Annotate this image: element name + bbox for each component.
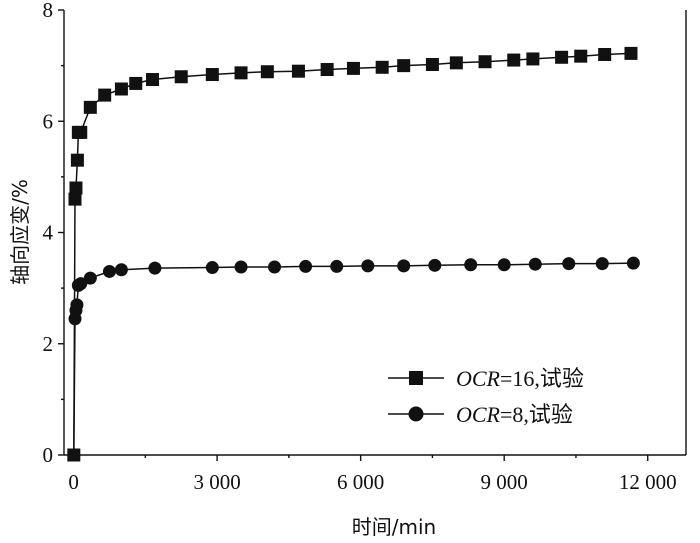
square-point: [68, 192, 82, 206]
y-tick-label: 4: [43, 221, 54, 245]
square-point: [526, 52, 540, 66]
circle-point: [268, 260, 282, 274]
y-tick-label: 6: [43, 109, 54, 133]
square-point: [74, 125, 88, 139]
y-tick-label: 0: [43, 443, 54, 467]
y-axis-title: 轴向应变/%: [8, 179, 32, 285]
square-point: [205, 68, 219, 82]
square-point: [320, 63, 334, 77]
series-line-0: [73, 52, 632, 456]
legend-square-marker: [409, 371, 423, 385]
legend: OCR=16,试验 OCR=8,试验: [388, 366, 584, 427]
square-point: [260, 65, 274, 79]
circle-point: [114, 263, 128, 277]
circle-point: [148, 261, 162, 275]
square-point: [397, 59, 411, 73]
legend-label-ocr16: OCR=16,试验: [456, 366, 584, 391]
square-point: [574, 49, 588, 63]
square-point: [449, 56, 463, 70]
circle-point: [497, 258, 511, 272]
circle-point: [397, 259, 411, 273]
y-tick-label: 8: [43, 0, 54, 22]
x-tick-label: 3 000: [193, 470, 240, 494]
square-point: [507, 53, 521, 67]
circle-point: [205, 261, 219, 275]
square-point: [70, 153, 84, 167]
square-point: [98, 88, 112, 102]
circle-point: [74, 277, 88, 291]
x-tick-label: 12 000: [619, 470, 677, 494]
circle-point: [595, 257, 609, 271]
square-point: [291, 64, 305, 78]
circle-point: [528, 257, 542, 271]
square-point: [375, 60, 389, 74]
circle-point: [428, 258, 442, 272]
square-point: [598, 48, 612, 61]
square-point: [174, 70, 188, 84]
circle-point: [361, 259, 375, 273]
square-point: [234, 66, 248, 80]
series-layer: [67, 46, 640, 462]
x-tick-label: 0: [68, 470, 79, 494]
square-point: [69, 181, 83, 195]
circle-point: [67, 448, 81, 462]
square-point: [129, 76, 143, 90]
square-point: [83, 100, 97, 114]
axes: 0 2 4 6 8 0 3 000 6 000 9 000 12 000: [43, 0, 687, 494]
circle-point: [102, 264, 116, 278]
circle-point: [70, 298, 84, 312]
square-point: [478, 55, 492, 69]
square-point: [624, 46, 638, 60]
x-tick-label: 6 000: [337, 470, 384, 494]
legend-circle-marker: [408, 406, 424, 422]
x-tick-label: 9 000: [481, 470, 528, 494]
x-axis-title: 时间/min: [352, 515, 436, 539]
circle-point: [234, 260, 248, 274]
circle-point: [626, 256, 640, 270]
square-point: [555, 50, 569, 64]
circle-point: [299, 259, 313, 273]
y-tick-label: 2: [43, 332, 54, 356]
circle-point: [330, 259, 344, 273]
circle-point: [562, 257, 576, 271]
square-point: [146, 73, 160, 87]
square-point: [114, 82, 128, 96]
legend-label-ocr8: OCR=8,试验: [456, 402, 573, 427]
circle-point: [83, 271, 97, 285]
square-point: [425, 58, 439, 72]
square-point: [346, 61, 360, 75]
circle-point: [464, 258, 478, 272]
